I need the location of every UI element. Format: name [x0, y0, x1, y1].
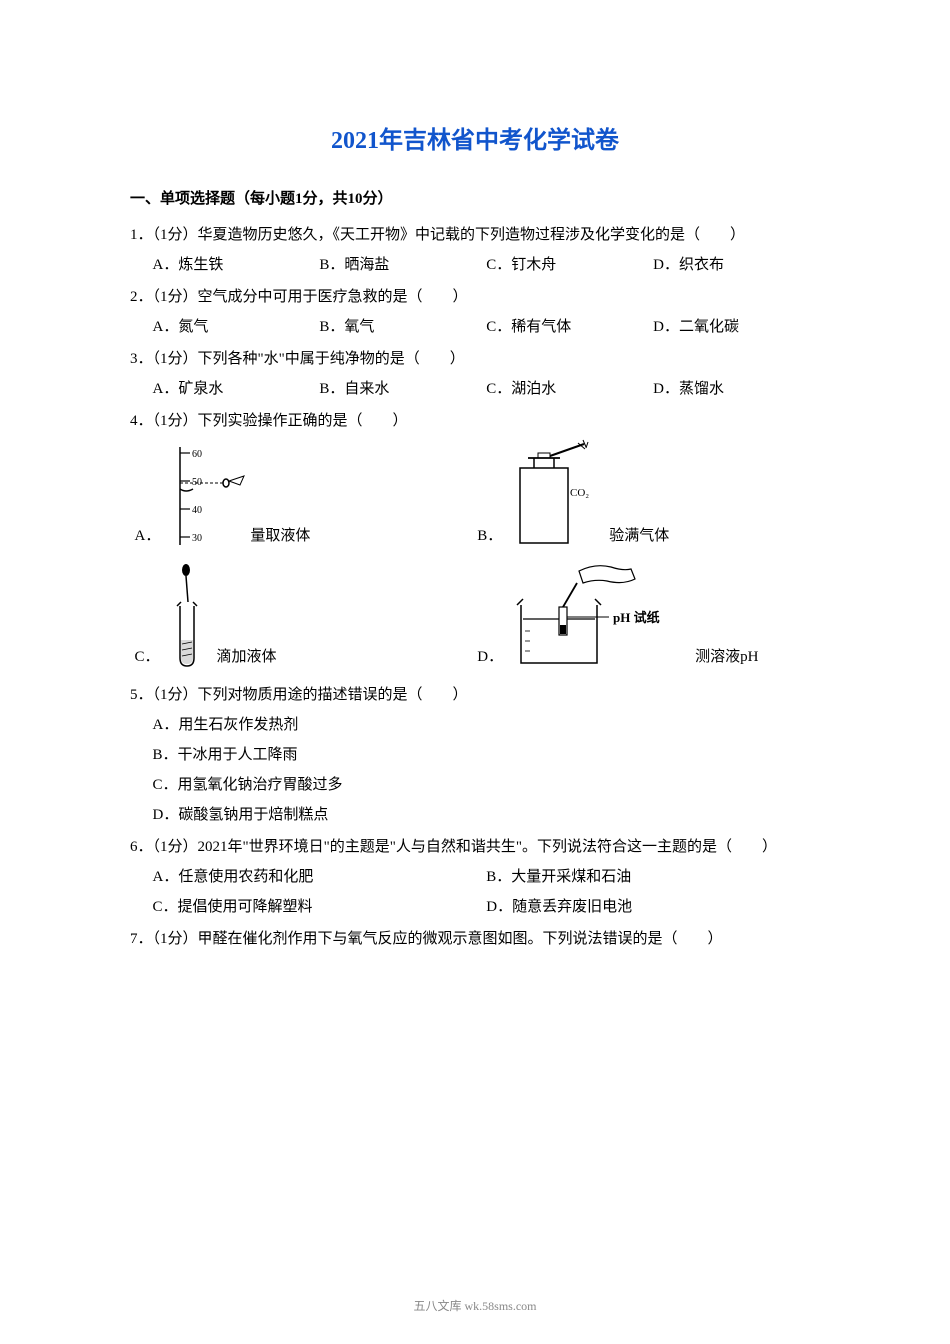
q1-option-d: D．织衣布 [653, 250, 820, 280]
q4-stem: 4．（1分）下列实验操作正确的是（ ） [130, 406, 820, 436]
q6-option-c: C．提倡使用可降解塑料 [153, 892, 487, 922]
question-7: 7．（1分）甲醛在催化剂作用下与氧气反应的微观示意图如图。下列说法错误的是（ ） [130, 924, 820, 954]
q4d-letter: D． [477, 642, 507, 672]
page-footer: 五八文库 wk.58sms.com [0, 1297, 950, 1314]
q6-option-d: D．随意丢弃废旧电池 [486, 892, 820, 922]
q2-option-a: A．氮气 [153, 312, 320, 342]
q2-stem: 2．（1分）空气成分中可用于医疗急救的是（ ） [130, 282, 820, 312]
question-2: 2．（1分）空气成分中可用于医疗急救的是（ ） A．氮气 B．氧气 C．稀有气体… [130, 282, 820, 342]
question-4: 4．（1分）下列实验操作正确的是（ ） A． 60 50 40 30 [130, 406, 820, 678]
q5-option-d: D．碳酸氢钠用于焙制糕点 [153, 800, 821, 830]
q5-option-a: A．用生石灰作发热剂 [153, 710, 821, 740]
q4d-label: 测溶液pH [695, 642, 758, 672]
q2-option-b: B．氧气 [319, 312, 486, 342]
q4-option-c: C． 滴加液体 [135, 557, 478, 672]
q3-option-c: C．湖泊水 [486, 374, 653, 404]
q2-option-d: D．二氧化碳 [653, 312, 820, 342]
q6-option-a: A．任意使用农药和化肥 [153, 862, 487, 892]
q4c-label: 滴加液体 [217, 642, 277, 672]
q4-option-d: D． pH 试纸 测溶液pH [477, 557, 820, 672]
q4b-letter: B． [477, 521, 506, 551]
q4a-letter: A． [135, 521, 165, 551]
co2-label: CO₂ [570, 487, 589, 499]
q5-stem: 5．（1分）下列对物质用途的描述错误的是（ ） [130, 680, 820, 710]
question-6: 6．（1分）2021年"世界环境日"的主题是"人与自然和谐共生"。下列说法符合这… [130, 832, 820, 922]
q3-option-b: B．自来水 [319, 374, 486, 404]
q1-option-b: B．晒海盐 [319, 250, 486, 280]
tick-30: 30 [192, 533, 202, 544]
q4c-letter: C． [135, 642, 164, 672]
exam-title: 2021年吉林省中考化学试卷 [130, 120, 820, 155]
q3-stem: 3．（1分）下列各种"水"中属于纯净物的是（ ） [130, 344, 820, 374]
cylinder-diagram-icon: 60 50 40 30 [168, 441, 246, 551]
q2-option-c: C．稀有气体 [486, 312, 653, 342]
section-header: 一、单项选择题（每小题1分，共10分） [130, 187, 820, 208]
question-5: 5．（1分）下列对物质用途的描述错误的是（ ） A．用生石灰作发热剂 B．干冰用… [130, 680, 820, 830]
q4b-figure: CO₂ [506, 436, 609, 551]
ph-label: pH 试纸 [613, 610, 660, 625]
question-3: 3．（1分）下列各种"水"中属于纯净物的是（ ） A．矿泉水 B．自来水 C．湖… [130, 344, 820, 404]
q4d-figure: pH 试纸 [507, 557, 695, 672]
q4-option-a: A． 60 50 40 30 量取液体 [135, 436, 478, 551]
question-1: 1．（1分）华夏造物历史悠久，《天工开物》中记载的下列造物过程涉及化学变化的是（… [130, 220, 820, 280]
q4a-figure: 60 50 40 30 [164, 441, 250, 551]
q1-option-a: A．炼生铁 [153, 250, 320, 280]
tick-40: 40 [192, 505, 202, 516]
q6-option-b: B．大量开采煤和石油 [486, 862, 820, 892]
q7-stem: 7．（1分）甲醛在催化剂作用下与氧气反应的微观示意图如图。下列说法错误的是（ ） [130, 924, 820, 954]
q6-stem: 6．（1分）2021年"世界环境日"的主题是"人与自然和谐共生"。下列说法符合这… [130, 832, 820, 862]
q4b-label: 验满气体 [609, 521, 669, 551]
q5-option-b: B．干冰用于人工降雨 [153, 740, 821, 770]
q1-stem: 1．（1分）华夏造物历史悠久，《天工开物》中记载的下列造物过程涉及化学变化的是（… [130, 220, 820, 250]
q3-option-d: D．蒸馏水 [653, 374, 820, 404]
q3-option-a: A．矿泉水 [153, 374, 320, 404]
q4c-figure [164, 562, 217, 672]
gas-bottle-diagram-icon: CO₂ [510, 436, 605, 551]
q5-option-c: C．用氢氧化钠治疗胃酸过多 [153, 770, 821, 800]
dropper-tube-diagram-icon [168, 562, 213, 672]
q4-option-b: B． CO₂ 验满气体 [477, 436, 820, 551]
tick-60: 60 [192, 449, 202, 460]
ph-test-diagram-icon: pH 试纸 [511, 557, 691, 672]
q1-option-c: C．钉木舟 [486, 250, 653, 280]
q4a-label: 量取液体 [250, 521, 310, 551]
